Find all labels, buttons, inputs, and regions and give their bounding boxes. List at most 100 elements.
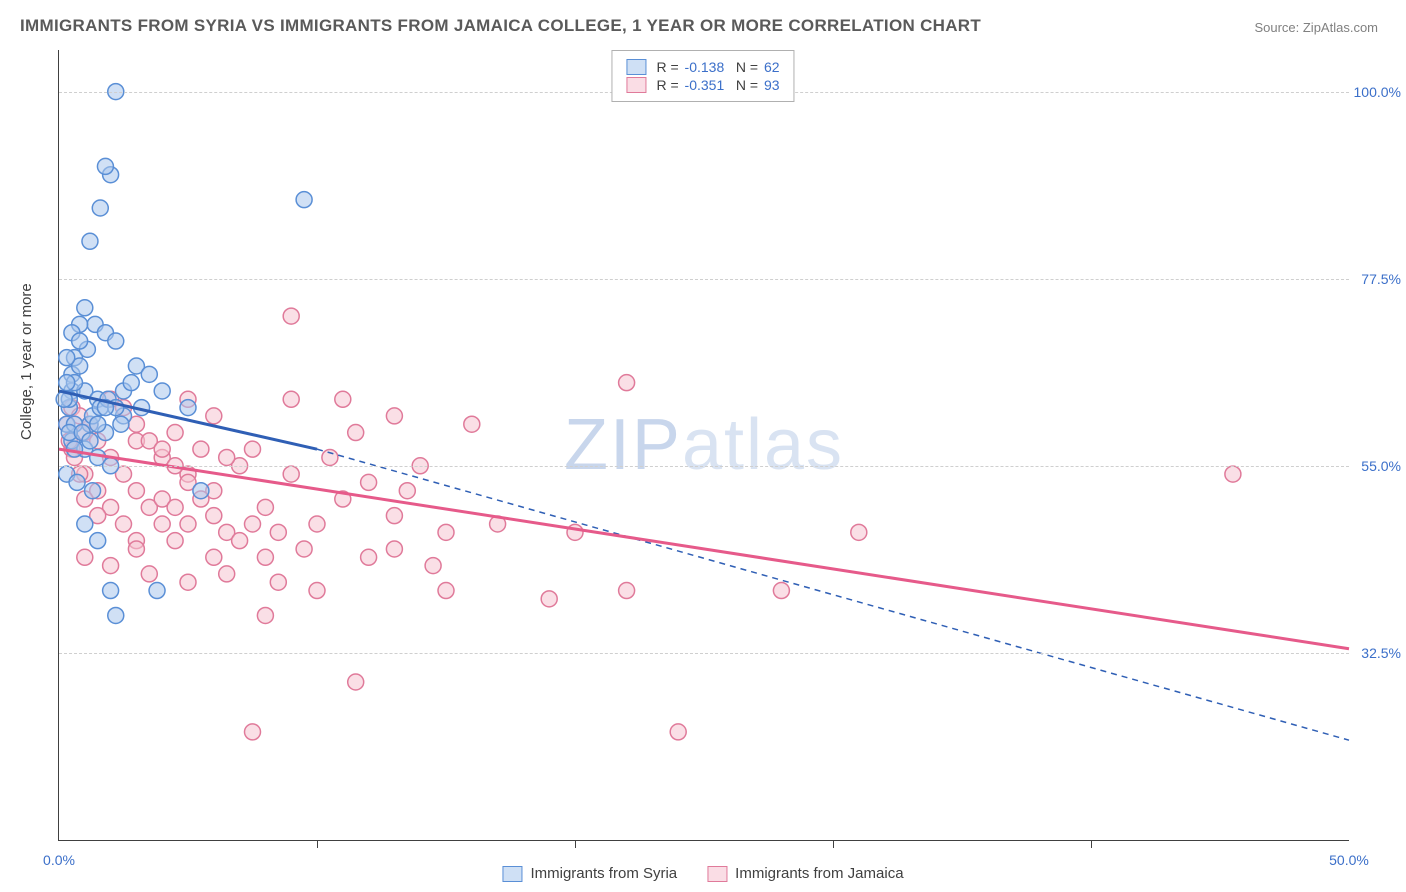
data-point <box>66 441 82 457</box>
data-point <box>361 549 377 565</box>
data-point <box>82 433 98 449</box>
x-tick-label-max: 50.0% <box>1329 852 1369 868</box>
data-point <box>219 449 235 465</box>
data-point <box>1225 466 1241 482</box>
data-point <box>309 583 325 599</box>
data-point <box>193 483 209 499</box>
y-tick-label: 100.0% <box>1354 84 1401 100</box>
data-point <box>141 566 157 582</box>
trend-line-solid <box>59 449 1349 649</box>
data-point <box>283 308 299 324</box>
data-point <box>206 549 222 565</box>
gridline <box>59 279 1349 280</box>
data-point <box>180 574 196 590</box>
data-point <box>245 441 261 457</box>
x-tick <box>575 840 576 848</box>
data-point <box>82 233 98 249</box>
data-point <box>335 391 351 407</box>
source-label: Source: ZipAtlas.com <box>1254 20 1378 35</box>
legend-swatch-jamaica <box>626 77 646 93</box>
data-point <box>154 383 170 399</box>
data-point <box>245 724 261 740</box>
data-point <box>425 558 441 574</box>
legend-item-syria: Immigrants from Syria <box>502 865 677 882</box>
data-point <box>270 574 286 590</box>
data-point <box>309 516 325 532</box>
legend-swatch-syria-bottom <box>502 866 522 882</box>
data-point <box>103 558 119 574</box>
data-point <box>386 541 402 557</box>
data-point <box>90 533 106 549</box>
data-point <box>69 474 85 490</box>
n-value-jamaica: 93 <box>764 77 780 93</box>
r-value-jamaica: -0.351 <box>685 77 725 93</box>
gridline <box>59 653 1349 654</box>
data-point <box>180 400 196 416</box>
data-point <box>219 566 235 582</box>
data-point <box>72 333 88 349</box>
chart-title: IMMIGRANTS FROM SYRIA VS IMMIGRANTS FROM… <box>20 16 981 36</box>
data-point <box>92 200 108 216</box>
gridline <box>59 466 1349 467</box>
data-point <box>116 516 132 532</box>
y-axis-label: College, 1 year or more <box>18 283 35 440</box>
legend-row-jamaica: R = -0.351 N = 93 <box>626 77 779 93</box>
data-point <box>77 516 93 532</box>
data-point <box>113 416 129 432</box>
legend-swatch-jamaica-bottom <box>707 866 727 882</box>
data-point <box>97 158 113 174</box>
data-point <box>296 192 312 208</box>
data-point <box>59 350 75 366</box>
y-tick-label: 32.5% <box>1361 645 1401 661</box>
data-point <box>851 524 867 540</box>
data-point <box>348 674 364 690</box>
data-point <box>773 583 789 599</box>
y-tick-label: 55.0% <box>1361 458 1401 474</box>
data-point <box>257 607 273 623</box>
data-point <box>283 466 299 482</box>
data-point <box>206 408 222 424</box>
x-tick <box>317 840 318 848</box>
data-point <box>541 591 557 607</box>
data-point <box>619 375 635 391</box>
data-point <box>180 516 196 532</box>
scatter-plot-svg <box>59 50 1349 840</box>
data-point <box>283 391 299 407</box>
data-point <box>108 607 124 623</box>
legend-swatch-syria <box>626 59 646 75</box>
data-point <box>438 524 454 540</box>
data-point <box>348 425 364 441</box>
data-point <box>361 474 377 490</box>
data-point <box>123 375 139 391</box>
data-point <box>193 441 209 457</box>
data-point <box>77 300 93 316</box>
data-point <box>206 508 222 524</box>
n-value-syria: 62 <box>764 59 780 75</box>
data-point <box>154 516 170 532</box>
data-point <box>103 583 119 599</box>
data-point <box>141 366 157 382</box>
data-point <box>77 549 93 565</box>
data-point <box>232 533 248 549</box>
data-point <box>257 549 273 565</box>
data-point <box>128 541 144 557</box>
data-point <box>167 425 183 441</box>
data-point <box>167 499 183 515</box>
data-point <box>296 541 312 557</box>
data-point <box>399 483 415 499</box>
data-point <box>167 533 183 549</box>
data-point <box>270 524 286 540</box>
trend-line-dashed <box>317 449 1349 740</box>
data-point <box>257 499 273 515</box>
x-tick <box>833 840 834 848</box>
series-legend: Immigrants from Syria Immigrants from Ja… <box>502 865 903 882</box>
data-point <box>386 408 402 424</box>
data-point <box>386 508 402 524</box>
data-point <box>149 583 165 599</box>
x-tick-label-min: 0.0% <box>43 852 75 868</box>
data-point <box>464 416 480 432</box>
legend-label-syria: Immigrants from Syria <box>530 865 677 882</box>
legend-row-syria: R = -0.138 N = 62 <box>626 59 779 75</box>
data-point <box>438 583 454 599</box>
data-point <box>670 724 686 740</box>
